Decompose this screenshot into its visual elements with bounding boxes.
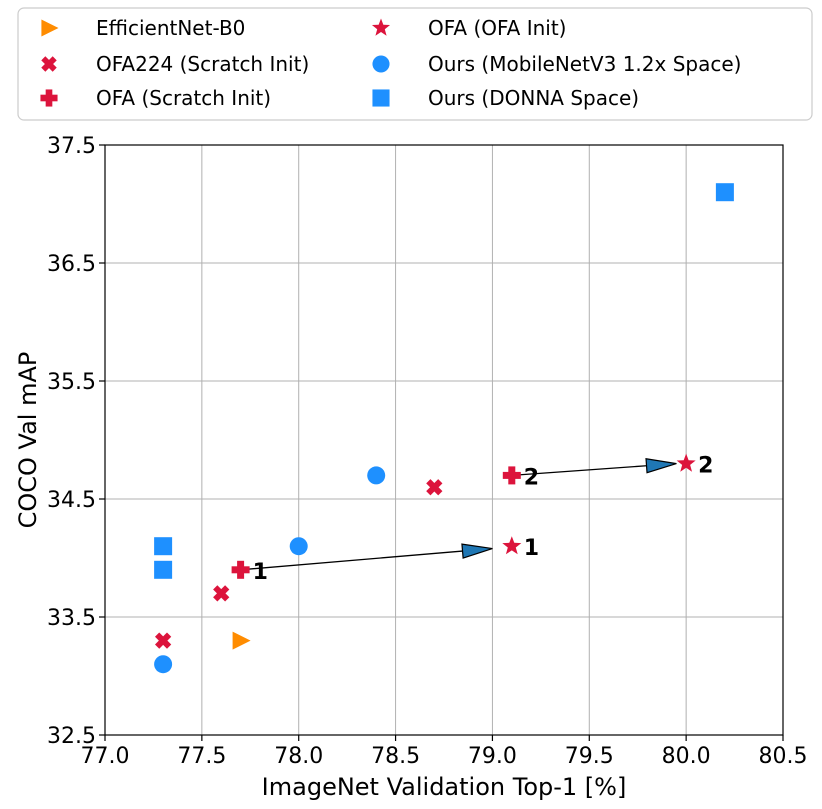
arrow-1-shaft [240,550,463,571]
point-ours-mobilenetv3-1-2x-space-1 [289,537,308,556]
point-ours-mobilenetv3-1-2x-space-0 [154,655,173,674]
point-efficientnet-b0-0 [232,631,251,650]
x-axis-label: ImageNet Validation Top-1 [%] [262,773,627,801]
legend-label-ofa224-scratch-init: OFA224 (Scratch Init) [96,52,309,76]
arrows [240,458,677,571]
legend-label-ours-mobilenetv3-1-2x-space: Ours (MobileNetV3 1.2x Space) [428,52,741,76]
point-ofa-scratch-init-1 [502,466,521,485]
point-ours-mobilenetv3-1-2x-space-2 [367,466,386,485]
point-ours-donna-space-2 [715,183,734,202]
annotations: 1 1 2 2 [253,454,714,585]
annotation-3: 2 [698,454,713,479]
plot-frame [104,144,784,736]
annotation-1: 1 [524,536,539,561]
legend-marker-ours-donna-space [372,89,390,107]
point-ofa-ofa-init-0 [502,536,522,555]
x-tick-label-3: 78.5 [371,744,420,769]
legend-label-efficientnet-b0: EfficientNet-B0 [96,16,245,40]
arrow-2 [511,458,677,477]
series-ours-mobilenetv3-1-2x-space [154,466,386,674]
data-points [154,183,734,674]
legend-label-ours-donna-space: Ours (DONNA Space) [428,86,639,110]
legend-item-ours-mobilenetv3-1-2x-space: Ours (MobileNetV3 1.2x Space) [372,52,741,76]
y-tick-label-0: 32.5 [47,724,96,749]
legend-marker-ofa-scratch-init [40,89,58,107]
series-ofa-ofa-init [502,453,696,555]
arrow-2-head [645,458,677,474]
x-tick-label-4: 79.0 [468,744,517,769]
x-tick-label-5: 79.5 [565,744,614,769]
arrow-1-head [461,543,493,559]
legend-item-efficientnet-b0: EfficientNet-B0 [41,16,245,40]
x-tick-label-1: 77.5 [177,744,226,769]
legend-label-ofa-scratch-init: OFA (Scratch Init) [96,86,271,110]
y-tick-label-4: 36.5 [47,252,96,277]
series-ours-donna-space [154,183,734,579]
point-ofa224-scratch-init-1 [213,585,230,602]
point-ours-donna-space-0 [154,560,173,579]
point-ofa224-scratch-init-2 [426,479,443,496]
legend-item-ofa-scratch-init: OFA (Scratch Init) [40,86,271,110]
legend-item-ofa224-scratch-init: OFA224 (Scratch Init) [41,52,309,76]
series-ofa-scratch-init [231,466,521,579]
grid [104,144,784,736]
point-ofa224-scratch-init-0 [154,632,172,649]
y-tick-label-5: 37.5 [47,134,96,159]
legend-frame [17,7,813,121]
point-ours-donna-space-1 [154,537,173,556]
x-tick-label-7: 80.5 [759,744,808,769]
y-tick-label-3: 35.5 [47,370,96,395]
arrow-1 [240,543,493,571]
legend-marker-ofa224-scratch-init [41,56,57,72]
point-ofa-ofa-init-1 [676,453,696,472]
legend-marker-ofa224-scratch-init-stroke-b [41,56,57,72]
legend-item-ours-donna-space: Ours (DONNA Space) [372,86,639,110]
point-ofa224-scratch-init-0-stroke-b [154,632,172,649]
ticks: 77.0 77.5 78.0 78.5 79.0 79.5 80.0 80.5 32.5 33.5… [47,134,807,769]
point-ofa-scratch-init-0 [231,560,250,579]
y-axis-label: COCO Val mAP [14,352,42,529]
legend-marker-ofa-ofa-init [371,18,391,36]
legend-marker-efficientnet-b0 [41,19,59,37]
series-ofa224-scratch-init [154,479,443,649]
legend-label-ofa-ofa-init: OFA (OFA Init) [428,16,566,40]
x-tick-label-2: 78.0 [274,744,323,769]
point-ofa-scratch-init-1-bar-v [508,466,516,485]
series-efficientnet-b0 [232,631,251,650]
x-tick-label-6: 80.0 [662,744,711,769]
legend-marker-ours-mobilenetv3-1-2x-space [372,55,390,73]
point-ofa224-scratch-init-2-stroke-b [426,479,443,496]
annotation-2: 2 [524,465,539,490]
annotation-0: 1 [253,560,268,585]
point-ofa224-scratch-init-1-stroke-b [213,585,230,602]
point-ofa-scratch-init-0-bar-v [237,560,245,579]
legend-marker-ofa-scratch-init-bar-v [45,89,53,107]
arrow-2-shaft [511,465,647,477]
legend-item-ofa-ofa-init: OFA (OFA Init) [371,16,566,40]
legend: EfficientNet-B0 OFA224 (Scratch Init) OFA … [17,7,813,121]
y-tick-label-2: 34.5 [47,488,96,513]
y-tick-label-1: 33.5 [47,606,96,631]
x-tick-label-0: 77.0 [81,744,130,769]
